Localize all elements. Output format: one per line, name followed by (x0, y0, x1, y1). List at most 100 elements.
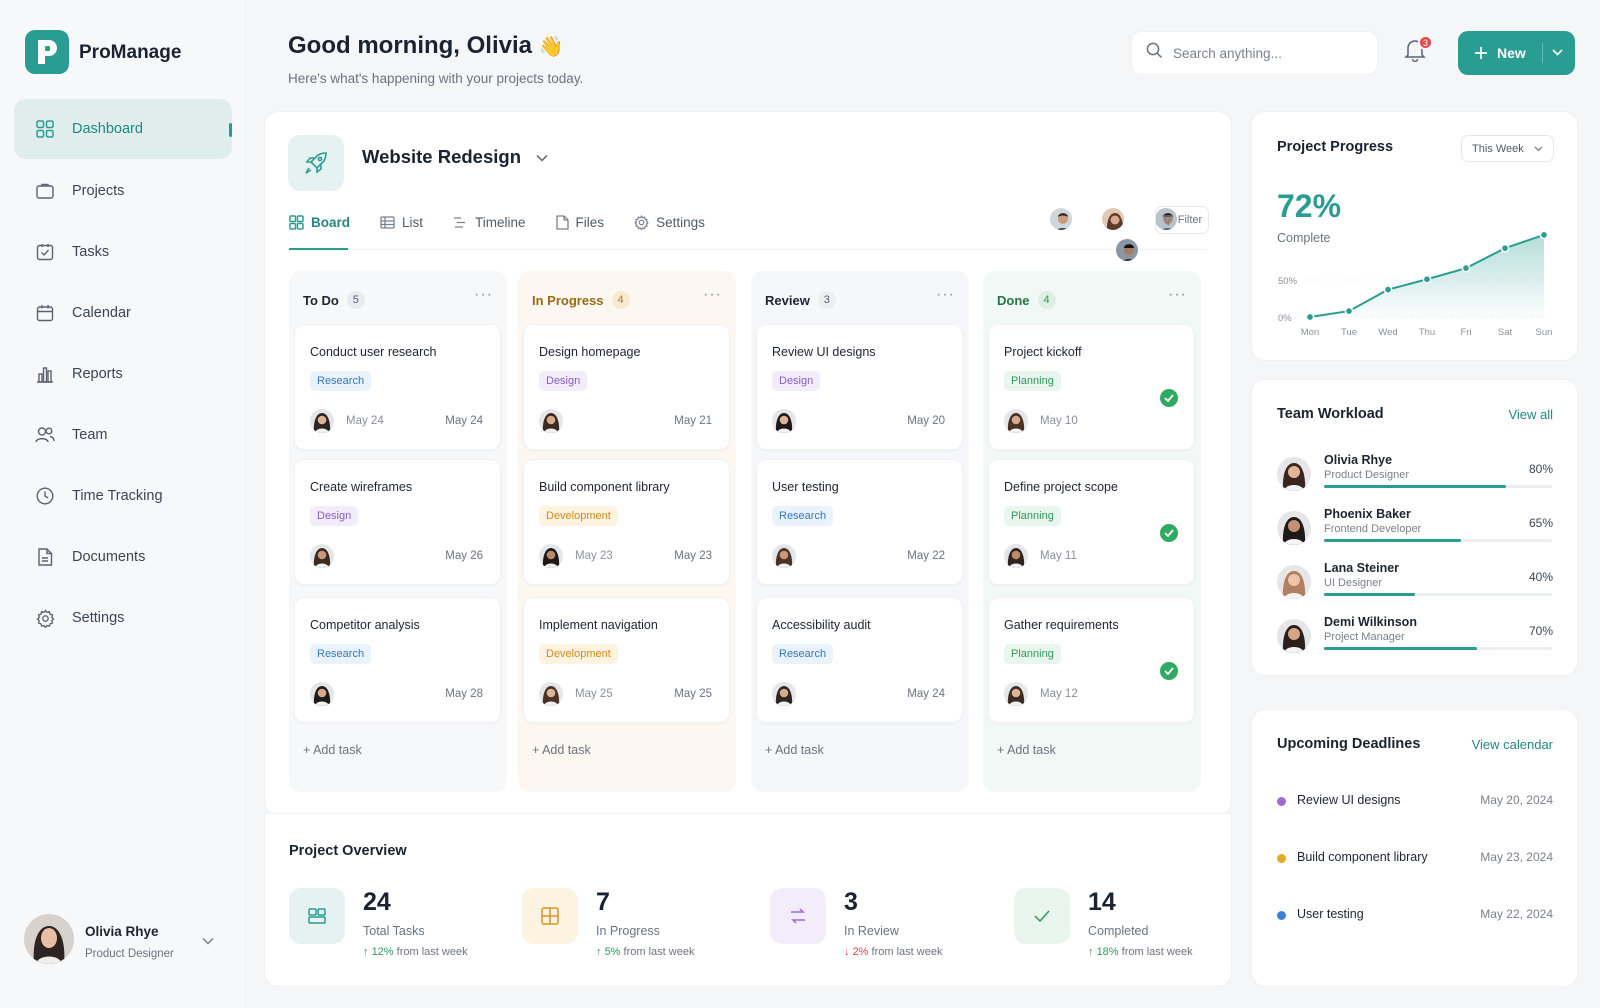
task-title: Design homepage (539, 345, 641, 359)
sidebar-item-documents[interactable]: Documents (14, 527, 232, 587)
chevron-down-icon[interactable] (202, 932, 214, 950)
sidebar-item-settings[interactable]: Settings (14, 588, 232, 648)
page-subtitle: Here's what's happening with your projec… (288, 71, 584, 86)
user-profile-card[interactable]: Olivia Rhye Product Designer (24, 914, 224, 970)
task-card[interactable]: User testing Research May 22 (756, 459, 963, 585)
stat-change-percent: 2% (852, 946, 869, 958)
progress-point (1422, 274, 1432, 284)
task-card[interactable]: Gather requirements Planning May 12 (988, 597, 1195, 723)
period-select[interactable]: This Week (1461, 135, 1554, 162)
arrow-down-icon: ↓ (844, 946, 853, 958)
view-calendar-link[interactable]: View calendar (1471, 737, 1553, 752)
sidebar-item-label: Tasks (72, 244, 110, 260)
add-task-button[interactable]: + Add task (532, 743, 591, 757)
filter-icon (1161, 214, 1173, 226)
column-title: Review (765, 292, 810, 308)
x-tick-label: Wed (1378, 327, 1397, 338)
task-title: Create wireframes (310, 480, 413, 494)
sidebar-item-time-tracking[interactable]: Time Tracking (14, 466, 232, 526)
board-column: To Do 5 ··· Conduct user research Research Ma… (289, 271, 507, 792)
task-tag: Planning (1004, 506, 1061, 526)
progress-point (1539, 230, 1549, 240)
project-title[interactable]: Website Redesign (362, 146, 548, 168)
dashboard-icon (34, 118, 56, 140)
assignee-avatar (1004, 682, 1028, 706)
sidebar-item-calendar[interactable]: Calendar (14, 283, 232, 343)
timeline-icon (454, 216, 466, 228)
filter-button[interactable]: Filter (1155, 206, 1209, 234)
task-card[interactable]: Review UI designs Design May 20 (756, 324, 963, 450)
filter-label: Filter (1177, 214, 1203, 226)
task-card[interactable]: Create wireframes Design May 26 (294, 459, 501, 585)
more-options-icon[interactable]: ··· (474, 286, 493, 303)
tab-board[interactable]: Board (289, 208, 350, 236)
document-icon (34, 546, 56, 568)
workload-row[interactable]: Demi Wilkinson Project Manager 70% (1277, 613, 1553, 657)
task-start-date: May 11 (1040, 550, 1077, 562)
task-card[interactable]: Conduct user research Research May 24 May 2… (294, 324, 501, 450)
deadline-item[interactable]: Build component library May 23, 2024 (1277, 849, 1553, 869)
task-title: Conduct user research (310, 345, 437, 359)
x-tick-label: Sat (1498, 327, 1513, 338)
workload-row[interactable]: Olivia Rhye Product Designer 80% (1277, 451, 1553, 495)
column-count-badge: 5 (346, 291, 365, 309)
tab-settings[interactable]: Settings (634, 208, 705, 236)
workload-bar-fill (1324, 647, 1477, 650)
tab-list[interactable]: List (380, 208, 423, 236)
task-tag: Design (539, 371, 588, 391)
assignee-avatar (772, 409, 796, 433)
search-input[interactable] (1173, 45, 1363, 61)
task-card[interactable]: Competitor analysis Research May 28 (294, 597, 501, 723)
search-bar[interactable] (1131, 31, 1378, 75)
tab-files[interactable]: Files (555, 208, 604, 236)
sidebar-item-label: Projects (72, 183, 125, 199)
progress-point (1461, 263, 1471, 273)
view-all-link[interactable]: View all (1508, 407, 1553, 422)
workload-row[interactable]: Phoenix Baker Frontend Developer 65% (1277, 505, 1553, 549)
chevron-down-icon[interactable] (1552, 49, 1563, 56)
sidebar-item-dashboard[interactable]: Dashboard (14, 99, 232, 159)
member-role: UI Designer (1324, 577, 1383, 589)
logo-icon[interactable] (25, 30, 69, 74)
task-card[interactable]: Project kickoff Planning May 10 (988, 324, 1195, 450)
task-card[interactable]: Design homepage Design May 21 (523, 324, 730, 450)
deadline-item[interactable]: User testing May 22, 2024 (1277, 906, 1553, 926)
task-start-date: May 12 (1040, 688, 1078, 700)
task-card[interactable]: Build component library Development May 23… (523, 459, 730, 585)
workload-row[interactable]: Lana Steiner UI Designer 40% (1277, 559, 1553, 603)
add-task-button[interactable]: + Add task (303, 743, 362, 757)
more-options-icon[interactable]: ··· (703, 286, 722, 303)
stat-label: In Review (844, 924, 899, 938)
task-card[interactable]: Accessibility audit Research May 24 (756, 597, 963, 723)
more-options-icon[interactable]: ··· (1168, 286, 1187, 303)
task-tag: Design (772, 371, 821, 391)
review-icon (770, 888, 826, 944)
deadline-item[interactable]: Review UI designs May 20, 2024 (1277, 792, 1553, 812)
user-role: Product Designer (85, 948, 174, 960)
avatar (1100, 206, 1127, 232)
sidebar-item-label: Team (72, 427, 108, 443)
chevron-down-icon[interactable] (536, 154, 548, 162)
task-card[interactable]: Define project scope Planning May 11 (988, 459, 1195, 585)
sidebar-item-reports[interactable]: Reports (14, 344, 232, 404)
project-members[interactable] (1048, 206, 1179, 263)
member-name: Lana Steiner (1324, 561, 1400, 575)
board-column: Review 3 ··· Review UI designs Design May 20 U… (751, 271, 969, 792)
add-task-button[interactable]: + Add task (997, 743, 1056, 757)
completed-icon (1014, 888, 1070, 944)
tab-label: Settings (656, 214, 705, 230)
task-card[interactable]: Implement navigation Development May 25 May… (523, 597, 730, 723)
sidebar-item-tasks[interactable]: Tasks (14, 222, 232, 282)
assignee-avatar (1004, 409, 1028, 433)
tab-timeline[interactable]: Timeline (453, 208, 526, 236)
x-tick-label: Tue (1341, 327, 1357, 338)
progress-point (1344, 306, 1354, 316)
new-button[interactable]: New (1458, 31, 1575, 75)
more-options-icon[interactable]: ··· (936, 286, 955, 303)
sidebar-item-label: Reports (72, 366, 123, 382)
x-tick-label: Mon (1301, 327, 1319, 338)
sidebar-item-team[interactable]: Team (14, 405, 232, 465)
stat-change-suffix: from last week (1121, 946, 1193, 958)
sidebar-item-projects[interactable]: Projects (14, 161, 232, 221)
add-task-button[interactable]: + Add task (765, 743, 824, 757)
